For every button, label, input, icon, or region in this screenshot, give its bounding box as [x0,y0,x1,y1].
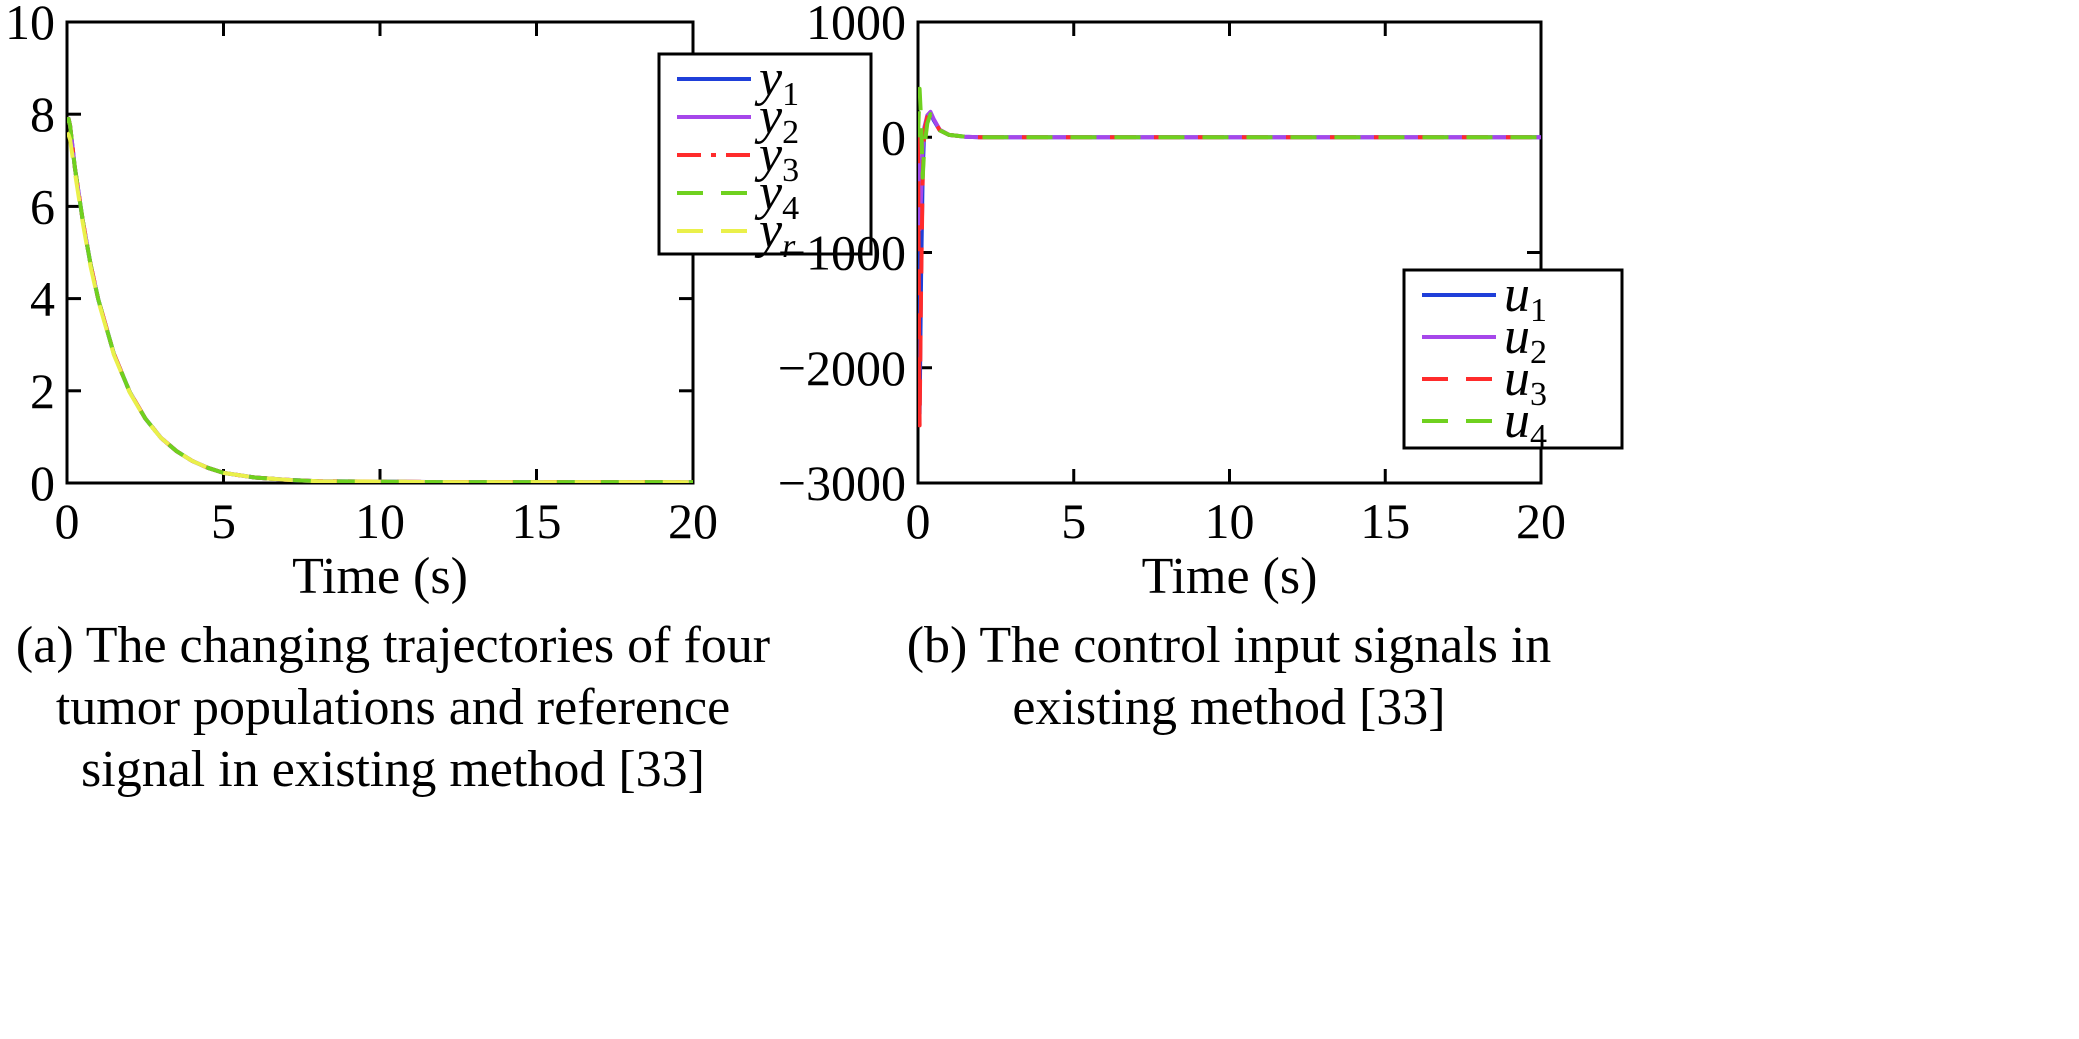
series-line-y3 [67,116,693,483]
x-tick-label: 10 [1205,493,1255,549]
legend-label-yr: yr [754,202,796,265]
legend-box [1402,268,1624,450]
x-tick-label: 15 [1360,493,1410,549]
legend-label-u1: u1 [1504,266,1547,329]
legend-subscript: 3 [782,152,799,189]
caption-line: existing method [33] [1012,679,1445,736]
x-tick-label: 5 [211,493,236,549]
x-tick-label: 20 [1516,493,1566,549]
legend-subscript: 2 [1530,334,1547,371]
x-tick-label: 0 [55,493,80,549]
y-tick-label: 4 [30,271,55,327]
plot-frame [65,20,695,485]
x-tick-label: 15 [512,493,562,549]
legend-label-y1: y1 [754,50,799,113]
series-group [918,86,1541,428]
x-tick-label: 10 [355,493,405,549]
legend-symbol: y [754,202,783,259]
legend-subscript: 3 [1530,376,1547,413]
caption-line: signal in existing method [33] [81,741,705,798]
caption-line: tumor populations and reference [56,679,730,736]
caption-line: (a) The changing trajectories of four [16,617,770,674]
series-line-u4 [918,86,1541,180]
legend-subscript: 2 [782,114,799,151]
y-tick-label: 1000 [806,0,906,50]
series-line-yr [67,131,693,483]
legend-label-u4: u4 [1504,392,1547,455]
legend-symbol: y [754,126,783,183]
legend-label-y2: y2 [754,88,799,151]
y-tick-label: 8 [30,86,55,142]
y-tick-label: −1000 [778,225,906,281]
y-tick-label: 0 [881,109,906,165]
y-tick-label: −3000 [778,455,906,511]
x-tick-label: 0 [906,493,931,549]
series-line-y4 [67,116,693,483]
caption-line: (b) The control input signals in [907,617,1552,674]
y-tick-label: 10 [5,0,55,50]
legend-subscript: 1 [782,76,799,113]
legend-subscript: r [782,228,796,265]
y-tick-label: 2 [30,363,55,419]
legend-symbol: y [754,50,783,107]
x-tick-label: 5 [1061,493,1086,549]
legend-subscript: 4 [782,190,799,227]
legend-symbol: u [1504,392,1530,449]
series-line-y1 [67,116,693,483]
series-group [67,116,693,483]
legend-subscript: 1 [1530,292,1547,329]
series-line-y2 [67,116,693,483]
legend-label-y4: y4 [754,164,799,227]
x-tick-label: 20 [668,493,718,549]
y-tick-label: 6 [30,178,55,234]
series-line-u2 [918,109,1541,232]
x-axis-label: Time (s) [1142,548,1318,605]
legend-symbol: u [1504,350,1530,407]
legend-subscript: 4 [1530,418,1547,455]
legend-symbol: u [1504,308,1530,365]
y-tick-label: 0 [30,455,55,511]
legend-symbol: y [754,88,783,145]
legend-symbol: y [754,164,783,221]
legend-label-u3: u3 [1504,350,1547,413]
x-axis-label: Time (s) [292,548,468,605]
legend-label-y3: y3 [754,126,799,189]
y-tick-label: −2000 [778,340,906,396]
legend-symbol: u [1504,266,1530,323]
legend-label-u2: u2 [1504,308,1547,371]
